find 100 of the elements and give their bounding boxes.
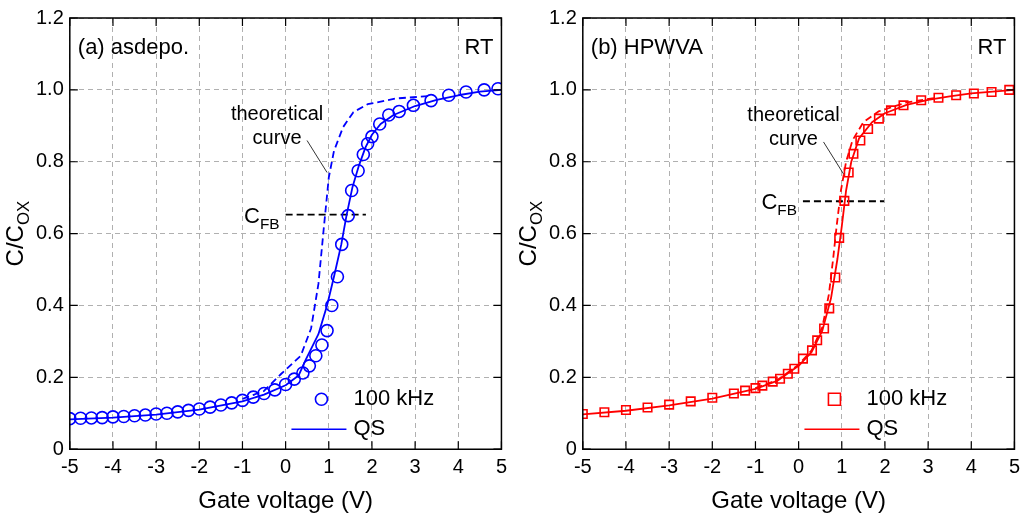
point bbox=[968, 88, 979, 99]
y-tick-label: 0.4 bbox=[35, 292, 64, 315]
y-tick-label: 0.8 bbox=[548, 149, 577, 172]
y-tick-label: 0.2 bbox=[35, 364, 64, 387]
point bbox=[235, 393, 250, 408]
point bbox=[424, 93, 438, 108]
point bbox=[287, 372, 302, 386]
point bbox=[360, 136, 375, 151]
point bbox=[73, 411, 88, 426]
x-tick-label: 3 bbox=[922, 454, 934, 477]
point bbox=[477, 83, 491, 97]
point bbox=[257, 386, 271, 401]
point bbox=[834, 232, 845, 243]
x-tick-label: 5 bbox=[1008, 454, 1020, 477]
x-tick-label: 0 bbox=[280, 454, 292, 477]
point bbox=[334, 237, 349, 252]
annotation: (a) asdepo. bbox=[77, 34, 190, 60]
x-tick-label: 3 bbox=[409, 454, 421, 477]
point bbox=[106, 410, 120, 424]
y-tick-label: 0.8 bbox=[35, 149, 64, 172]
x-tick-label: 1 bbox=[836, 454, 848, 477]
point bbox=[898, 100, 909, 111]
point bbox=[789, 363, 800, 374]
legend-label: 100 kHz bbox=[866, 385, 948, 411]
point bbox=[767, 376, 778, 387]
x-axis-title: Gate voltage (V) bbox=[711, 486, 886, 514]
point bbox=[392, 104, 406, 119]
point bbox=[341, 208, 356, 223]
point bbox=[824, 303, 835, 314]
point bbox=[296, 366, 310, 380]
point bbox=[806, 345, 818, 356]
x-tick-label: 2 bbox=[366, 454, 378, 477]
x-tick-label: -4 bbox=[617, 454, 635, 477]
point bbox=[685, 396, 696, 407]
annotation: (b) HPWVA bbox=[590, 34, 704, 60]
point bbox=[933, 92, 944, 103]
x-axis-title: Gate voltage (V) bbox=[198, 486, 373, 514]
point bbox=[356, 147, 371, 162]
point bbox=[951, 90, 962, 101]
annotation: RT bbox=[977, 34, 1007, 60]
point bbox=[320, 323, 334, 338]
point bbox=[812, 335, 823, 346]
legend-label: QS bbox=[353, 415, 386, 441]
point bbox=[986, 86, 997, 98]
point bbox=[707, 392, 718, 403]
point bbox=[203, 400, 217, 414]
point bbox=[302, 359, 317, 373]
point bbox=[1004, 84, 1015, 95]
point bbox=[214, 398, 228, 412]
x-tick-label: -2 bbox=[190, 454, 209, 477]
point bbox=[599, 407, 610, 418]
x-tick-label: 4 bbox=[452, 454, 464, 477]
annotation: theoretical curve bbox=[747, 103, 840, 150]
point bbox=[181, 403, 196, 418]
point bbox=[740, 385, 751, 396]
x-tick-label: -1 bbox=[233, 454, 252, 477]
point bbox=[268, 383, 282, 397]
y-axis-title: C/COX bbox=[0, 200, 34, 267]
point bbox=[170, 405, 185, 419]
point bbox=[381, 108, 396, 122]
point bbox=[757, 380, 768, 391]
point bbox=[863, 123, 874, 135]
point bbox=[819, 323, 830, 334]
x-tick-label: -2 bbox=[703, 454, 722, 477]
point bbox=[127, 408, 142, 423]
point bbox=[351, 163, 365, 178]
point bbox=[116, 409, 131, 424]
point bbox=[728, 388, 739, 399]
y-tick-label: 0.6 bbox=[548, 221, 577, 244]
point bbox=[160, 406, 174, 421]
point bbox=[95, 410, 109, 425]
point bbox=[344, 183, 359, 198]
point bbox=[620, 404, 632, 416]
point bbox=[138, 408, 153, 422]
point bbox=[916, 95, 927, 106]
point bbox=[149, 407, 163, 421]
x-tick-label: 4 bbox=[965, 454, 977, 477]
point bbox=[325, 298, 339, 313]
legend-label: 100 kHz bbox=[353, 385, 435, 411]
point bbox=[278, 377, 293, 392]
y-tick-label: 1.0 bbox=[35, 77, 64, 100]
x-tick-label: -3 bbox=[660, 454, 679, 477]
point bbox=[642, 402, 653, 413]
point bbox=[885, 105, 897, 116]
point bbox=[782, 368, 793, 379]
point bbox=[406, 98, 421, 113]
point bbox=[848, 148, 859, 159]
point bbox=[441, 88, 456, 103]
y-tick-label: 0.4 bbox=[548, 292, 577, 315]
point bbox=[309, 348, 323, 363]
x-tick-label: 1 bbox=[323, 454, 335, 477]
point bbox=[246, 390, 261, 404]
point bbox=[315, 338, 329, 352]
x-tick-label: 5 bbox=[495, 454, 507, 477]
annotation: RT bbox=[464, 34, 494, 60]
point bbox=[775, 373, 786, 384]
y-tick-label: 1.2 bbox=[35, 5, 64, 28]
y-tick-label: 1.0 bbox=[548, 77, 577, 100]
point bbox=[192, 402, 207, 416]
point bbox=[855, 135, 866, 146]
